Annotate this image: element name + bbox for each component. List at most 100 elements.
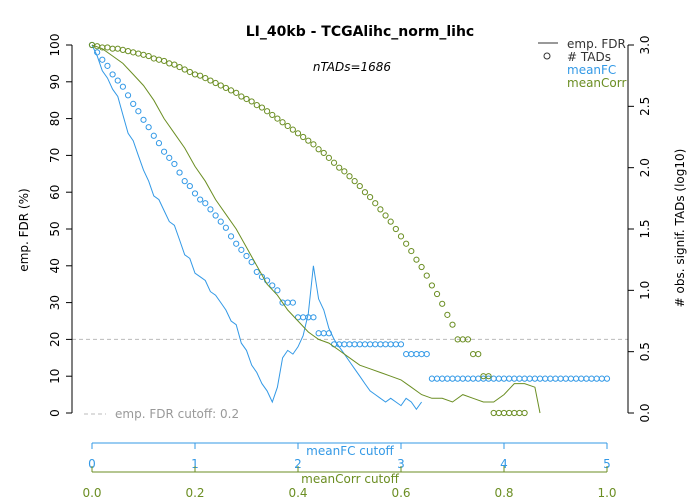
left-axis-tick-label: 70 — [48, 148, 62, 163]
meanfc-tads-point — [253, 268, 260, 276]
meancorr-tads-point — [294, 130, 302, 137]
meancorr-tads-point — [485, 373, 492, 380]
meanfc-tads-point — [181, 178, 188, 185]
meanfc-tads-point — [289, 299, 296, 306]
meancorr-tads-point — [449, 321, 456, 328]
meanfc-axis-tick-label: 4 — [500, 457, 508, 471]
left-axis-tick-label: 30 — [48, 295, 62, 310]
meancorr-tads-point — [346, 173, 353, 180]
left-axis-tick-label: 10 — [48, 369, 62, 384]
meancorr-axis-tick-label: 1.0 — [597, 486, 616, 500]
meanfc-axis-tick-label: 0 — [88, 457, 96, 471]
left-axis-tick-label: 90 — [48, 74, 62, 89]
left-axis-tick-label: 50 — [48, 221, 62, 236]
left-axis-tick-label: 20 — [48, 332, 62, 347]
meancorr-tads-point — [464, 336, 472, 343]
left-axis-tick-label: 100 — [48, 34, 62, 57]
meancorr-tads-point — [274, 115, 281, 122]
legend-item-label: emp. FDR — [567, 37, 626, 51]
meanfc-tads-point — [140, 116, 147, 123]
meancorr-tads-point — [320, 149, 327, 157]
meanfc-axis-tick-label: 3 — [397, 457, 405, 471]
meanfc-tads-point — [233, 240, 240, 247]
meanfc-tads-point — [269, 282, 276, 289]
meancorr-tads-point — [300, 133, 307, 141]
meanfc-tads-point — [202, 200, 209, 207]
meanfc-tads-point — [423, 351, 430, 358]
meanfc-tads-point — [191, 190, 199, 197]
meanfc-tads-point — [94, 49, 101, 56]
cutoff-line-group — [72, 338, 628, 415]
meancorr-tads-point — [356, 182, 363, 190]
meancorr-tads-point — [161, 57, 168, 65]
meancorr-tads-point — [176, 63, 183, 71]
meancorr-tads-point — [258, 104, 266, 111]
y-axis-label: emp. FDR (%) — [17, 188, 31, 271]
meancorr-tads-point — [428, 282, 435, 289]
meanfc-tads-point — [145, 124, 152, 131]
meancorr-tads-point — [197, 72, 204, 79]
meancorr-axis-label: meanCorr cutoff — [301, 472, 399, 486]
meancorr-tads-point — [207, 77, 214, 84]
meancorr-axis-tick-label: 0.8 — [494, 486, 513, 500]
meanfc-tads-point — [155, 140, 163, 147]
right-axis-tick-label: 0.5 — [638, 342, 652, 361]
meancorr-tads-point — [387, 218, 394, 225]
meanfc-axis: 0 1 2 3 4 5 — [88, 442, 611, 471]
meancorr-tads-point — [403, 240, 410, 247]
legend-item-label: meanFC — [567, 63, 616, 77]
right-axis-tick-label: 0.0 — [638, 403, 652, 422]
meancorr-tads-point — [377, 206, 384, 213]
meanfc-tads-point — [130, 100, 137, 107]
meancorr-tads-point — [202, 75, 209, 82]
meancorr-tads-point — [330, 159, 338, 166]
meancorr-axis: 0.0 0.2 0.4 0.6 0.8 1.0 — [82, 466, 617, 500]
meancorr-tads-point — [341, 168, 348, 175]
meancorr-axis-tick-label: 0.6 — [391, 486, 410, 500]
meancorr-tads-point — [325, 154, 332, 161]
meanfc-axis-tick-label: 2 — [294, 457, 302, 471]
meancorr-tads-point — [418, 263, 425, 271]
meancorr-tads-point — [289, 126, 296, 133]
meanfc-tads-point — [161, 148, 168, 155]
meanfc-tads-point — [197, 196, 204, 203]
meanfc-tads-point — [186, 182, 193, 190]
meancorr-tads-point — [367, 194, 374, 201]
left-axis-tick-label: 40 — [48, 258, 62, 273]
meancorr-tads-point — [279, 119, 286, 126]
meancorr-tads-point — [336, 164, 343, 171]
meancorr-tads-point — [521, 409, 528, 417]
meancorr-tads-point — [227, 87, 235, 94]
y2-axis-label: # obs. signif. TADs (log10) — [673, 149, 687, 308]
meancorr-tads-point — [475, 351, 482, 358]
meanfc-tads-point — [119, 83, 127, 90]
right-axis: 0.0 0.5 1.0 1.5 2.0 2.5 3.0 — [627, 35, 652, 423]
meancorr-axis-tick-label: 0.4 — [288, 486, 307, 500]
meanfc-tads-point — [274, 287, 281, 294]
meancorr-tads-point — [186, 68, 193, 76]
right-axis-tick-label: 1.0 — [638, 281, 652, 300]
meancorr-tads-point — [253, 102, 260, 109]
left-axis-tick-label: 60 — [48, 185, 62, 200]
left-axis-tick-label: 0 — [48, 409, 62, 417]
meancorr-tads-point — [145, 52, 152, 60]
meanfc-tads-point — [397, 341, 405, 348]
meancorr-tads-point — [433, 290, 441, 298]
meanfc-tads-point — [603, 375, 611, 382]
left-axis: 0 10 20 30 40 50 60 70 80 90 100 — [48, 34, 73, 417]
meancorr-fdr-line — [91, 44, 541, 414]
meanfc-axis-label: meanFC cutoff — [306, 444, 394, 458]
meanfc-tads-point — [243, 252, 250, 260]
meanfc-tads-point — [104, 62, 111, 69]
meanfc-tads-point — [217, 218, 224, 225]
meancorr-tads-point — [171, 61, 178, 68]
meancorr-tads-point — [382, 212, 389, 219]
chart-subtitle: nTADs=1686 — [313, 60, 391, 74]
meanfc-tads-point — [114, 77, 121, 84]
meancorr-tads-point — [233, 89, 240, 96]
meancorr-tads-point — [284, 122, 291, 130]
right-axis-tick-label: 2.5 — [638, 97, 652, 116]
